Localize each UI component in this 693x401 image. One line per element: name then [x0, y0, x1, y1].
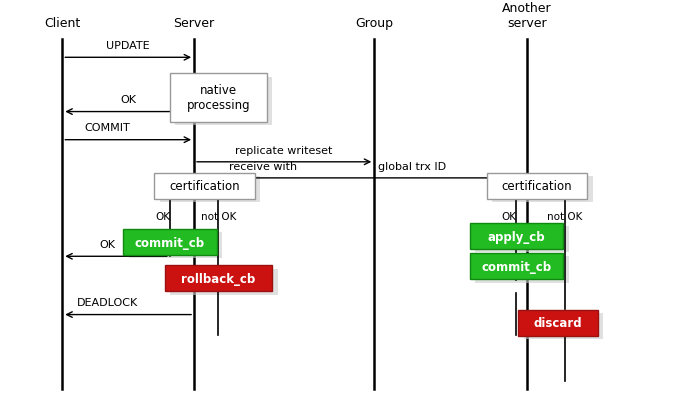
Text: DEADLOCK: DEADLOCK	[77, 298, 138, 308]
Text: global trx ID: global trx ID	[378, 161, 446, 171]
Text: replicate writeset: replicate writeset	[236, 145, 333, 155]
Text: OK: OK	[502, 212, 517, 222]
Text: Server: Server	[173, 17, 215, 30]
FancyBboxPatch shape	[470, 224, 563, 249]
Text: native
processing: native processing	[186, 84, 250, 112]
FancyBboxPatch shape	[165, 266, 272, 292]
FancyBboxPatch shape	[518, 310, 597, 336]
Text: rollback_cb: rollback_cb	[181, 272, 256, 285]
Text: COMMIT: COMMIT	[85, 123, 130, 133]
Text: commit_cb: commit_cb	[134, 236, 205, 249]
Text: not OK: not OK	[200, 212, 236, 222]
Text: Group: Group	[356, 17, 393, 30]
FancyBboxPatch shape	[524, 313, 603, 339]
Text: OK: OK	[99, 239, 116, 249]
Text: OK: OK	[120, 95, 137, 105]
FancyBboxPatch shape	[492, 176, 593, 203]
Text: discard: discard	[534, 316, 582, 329]
FancyBboxPatch shape	[486, 173, 588, 199]
FancyBboxPatch shape	[475, 227, 568, 253]
FancyBboxPatch shape	[123, 229, 216, 256]
Text: Another
server: Another server	[502, 2, 552, 30]
Text: UPDATE: UPDATE	[107, 41, 150, 51]
Text: certification: certification	[502, 180, 572, 193]
FancyBboxPatch shape	[154, 173, 254, 199]
Text: not OK: not OK	[547, 212, 583, 222]
Text: apply_cb: apply_cb	[487, 230, 545, 243]
FancyBboxPatch shape	[170, 74, 267, 122]
FancyBboxPatch shape	[470, 254, 563, 280]
Text: certification: certification	[169, 180, 240, 193]
FancyBboxPatch shape	[159, 176, 260, 203]
FancyBboxPatch shape	[475, 257, 568, 283]
Text: receive with: receive with	[229, 161, 297, 171]
Text: commit_cb: commit_cb	[481, 260, 552, 273]
FancyBboxPatch shape	[175, 77, 272, 126]
FancyBboxPatch shape	[170, 269, 277, 295]
FancyBboxPatch shape	[129, 233, 222, 259]
Text: OK: OK	[155, 212, 170, 222]
Text: Client: Client	[44, 17, 80, 30]
